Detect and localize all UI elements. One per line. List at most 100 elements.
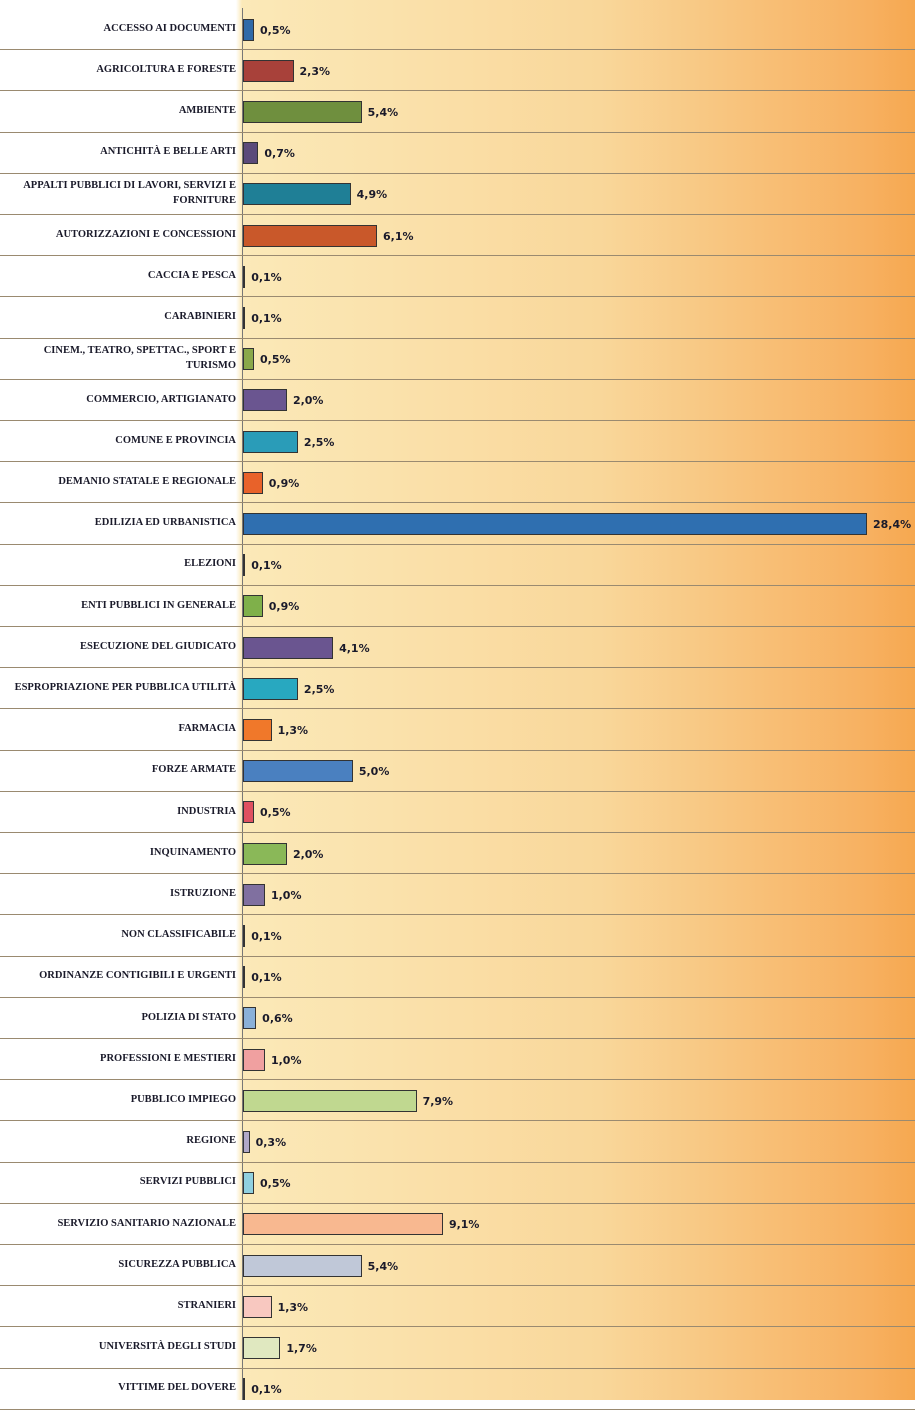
- value-label: 1,0%: [270, 888, 302, 902]
- bar-row: INQUINAMENTO 2,0%: [0, 833, 915, 875]
- value-label: 0,1%: [251, 311, 282, 325]
- bar-row: COMMERCIO, ARTIGIANATO 2,0%: [0, 379, 915, 421]
- bar: [243, 924, 246, 947]
- bar: [243, 512, 867, 535]
- value-label: 4,9%: [356, 188, 388, 202]
- bar: [243, 18, 254, 41]
- bar-row: SERVIZIO SANITARIO NAZIONALE 9,1%: [0, 1203, 915, 1245]
- value-label: 0,5%: [259, 806, 291, 820]
- axis-line: [242, 8, 243, 1400]
- category-label: AMBIENTE: [0, 91, 236, 132]
- bar-row: ENTI PUBBLICI IN GENERALE 0,9%: [0, 585, 915, 627]
- category-label: CACCIA E PESCA: [0, 256, 236, 297]
- bar-row: APPALTI PUBBLICI DI LAVORI, SERVIZI E FO…: [0, 173, 915, 215]
- value-label: 0,5%: [259, 23, 291, 37]
- bar: [243, 1295, 272, 1318]
- value-label: 0,1%: [251, 971, 282, 985]
- category-label: INDUSTRIA: [0, 791, 236, 832]
- bar-row: DEMANIO STATALE E REGIONALE 0,9%: [0, 462, 915, 504]
- value-label: 5,4%: [367, 1259, 399, 1273]
- category-label: CINEM., TEATRO, SPETTAC., SPORT E TURISM…: [0, 338, 236, 379]
- bar: [243, 389, 287, 412]
- bar: [243, 1089, 417, 1112]
- bar-row: FARMACIA 1,3%: [0, 709, 915, 751]
- bar: [243, 1213, 443, 1236]
- category-label: FORZE ARMATE: [0, 750, 236, 791]
- category-label: SICUREZZA PUBBLICA: [0, 1245, 236, 1286]
- value-label: 0,6%: [262, 1012, 293, 1026]
- bar-row: ISTRUZIONE 1,0%: [0, 874, 915, 916]
- value-label: 2,5%: [303, 435, 335, 449]
- value-label: 2,3%: [299, 64, 331, 78]
- bar-row: PUBBLICO IMPIEGO 7,9%: [0, 1080, 915, 1122]
- category-label: CARABINIERI: [0, 297, 236, 338]
- category-label: COMUNE E PROVINCIA: [0, 421, 236, 462]
- value-label: 5,0%: [358, 765, 390, 779]
- value-label: 0,1%: [251, 559, 282, 573]
- value-label: 6,1%: [383, 229, 414, 243]
- category-label: POLIZIA DI STATO: [0, 997, 236, 1038]
- value-label: 1,0%: [270, 1053, 302, 1067]
- value-label: 0,3%: [255, 1135, 287, 1149]
- bar-row: ESECUZIONE DEL GIUDICATO 4,1%: [0, 627, 915, 669]
- category-label: ANTICHITÀ E BELLE ARTI: [0, 132, 236, 173]
- value-label: 1,7%: [286, 1341, 317, 1355]
- bar: [243, 1336, 281, 1359]
- category-label: ORDINANZE CONTIGIBILI E URGENTI: [0, 956, 236, 997]
- bar-row: FORZE ARMATE 5,0%: [0, 750, 915, 792]
- bar: [243, 883, 265, 906]
- value-label: 2,0%: [292, 394, 324, 408]
- value-label: 1,3%: [277, 1300, 309, 1314]
- bar: [243, 100, 362, 123]
- category-label: SERVIZIO SANITARIO NAZIONALE: [0, 1203, 236, 1244]
- bar: [243, 265, 246, 288]
- bar-row: INDUSTRIA 0,5%: [0, 791, 915, 833]
- bar: [243, 677, 298, 700]
- value-label: 0,1%: [251, 1383, 282, 1397]
- category-label: VITTIME DEL DOVERE: [0, 1368, 236, 1409]
- bar: [243, 718, 272, 741]
- category-label: UNIVERSITÀ DEGLI STUDI: [0, 1327, 236, 1368]
- bar: [243, 1254, 362, 1277]
- bar-row: COMUNE E PROVINCIA 2,5%: [0, 421, 915, 463]
- category-label: EDILIZIA ED URBANISTICA: [0, 503, 236, 544]
- category-label: ACCESSO AI DOCUMENTI: [0, 9, 236, 50]
- bar-row: EDILIZIA ED URBANISTICA 28,4%: [0, 503, 915, 545]
- value-label: 9,1%: [448, 1218, 480, 1232]
- category-label: ELEZIONI: [0, 544, 236, 585]
- bar-row: REGIONE 0,3%: [0, 1121, 915, 1163]
- category-label: PROFESSIONI E MESTIERI: [0, 1039, 236, 1080]
- category-label: ISTRUZIONE: [0, 874, 236, 915]
- value-label: 0,9%: [268, 600, 300, 614]
- bar-row: ORDINANZE CONTIGIBILI E URGENTI 0,1%: [0, 956, 915, 998]
- bar-row: AGRICOLTURA E FORESTE 2,3%: [0, 50, 915, 92]
- bar-row: AMBIENTE 5,4%: [0, 91, 915, 133]
- value-label: 0,5%: [259, 1177, 291, 1191]
- bar: [243, 842, 287, 865]
- bar: [243, 966, 246, 989]
- bar: [243, 430, 298, 453]
- bar: [243, 59, 294, 82]
- bar-row: POLIZIA DI STATO 0,6%: [0, 997, 915, 1039]
- value-label: 0,1%: [251, 270, 282, 284]
- bar: [243, 142, 259, 165]
- bar: [243, 306, 246, 329]
- category-label: ENTI PUBBLICI IN GENERALE: [0, 585, 236, 626]
- bar: [243, 1130, 250, 1153]
- category-label: FARMACIA: [0, 709, 236, 750]
- bar: [243, 801, 254, 824]
- category-label: COMMERCIO, ARTIGIANATO: [0, 379, 236, 420]
- category-label: DEMANIO STATALE E REGIONALE: [0, 462, 236, 503]
- bar-row: NON CLASSIFICABILE 0,1%: [0, 915, 915, 957]
- bar: [243, 183, 351, 206]
- bar-row: SERVIZI PUBBLICI 0,5%: [0, 1162, 915, 1204]
- category-label: REGIONE: [0, 1121, 236, 1162]
- category-label: NON CLASSIFICABILE: [0, 915, 236, 956]
- category-label: ESECUZIONE DEL GIUDICATO: [0, 627, 236, 668]
- value-label: 5,4%: [367, 105, 399, 119]
- value-label: 28,4%: [873, 517, 912, 531]
- value-label: 0,5%: [259, 353, 291, 367]
- category-label: AUTORIZZAZIONI E CONCESSIONI: [0, 215, 236, 256]
- bar-row: CARABINIERI 0,1%: [0, 297, 915, 339]
